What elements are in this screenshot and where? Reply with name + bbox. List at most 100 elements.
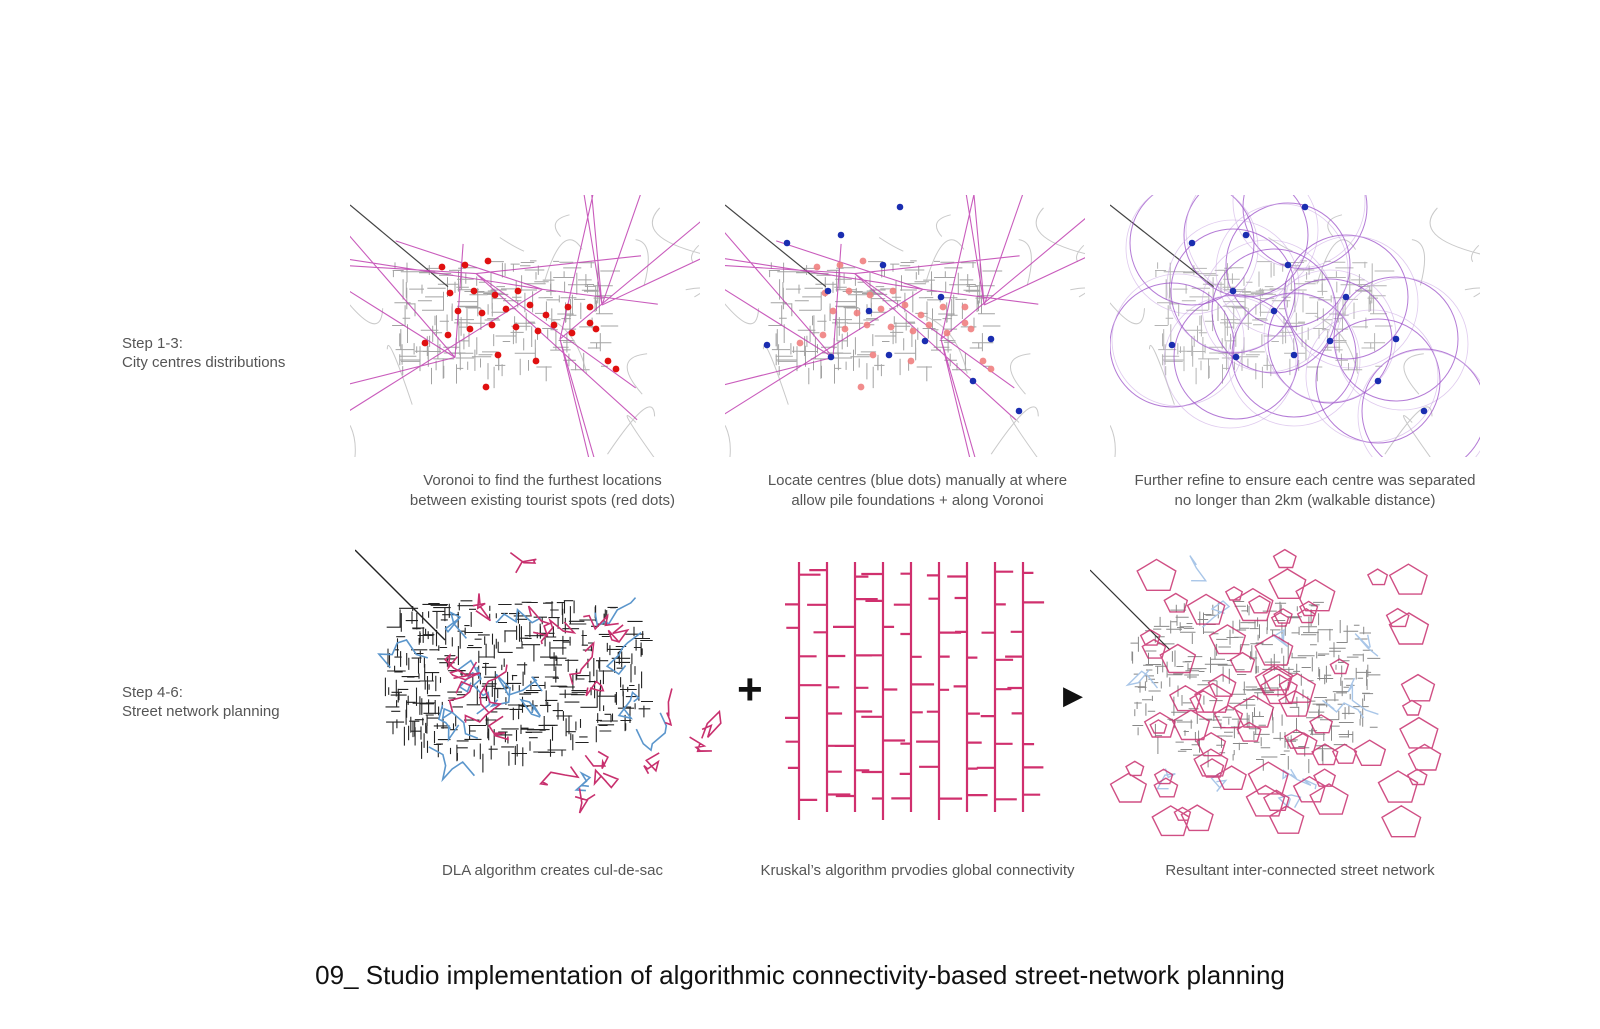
red-tourist-dot — [470, 287, 478, 295]
step-4-6-label: Step 4-6: — [122, 684, 183, 701]
blue-centre-dot — [865, 307, 873, 315]
caption-voronoi: Voronoi to find the furthest locations b… — [370, 471, 715, 511]
red-tourist-dot — [484, 257, 492, 265]
dla-cul-de-sac-blue — [377, 597, 668, 792]
red-tourist-dot — [494, 351, 502, 359]
causeway-line — [1090, 569, 1171, 651]
voronoi-edges — [725, 195, 1085, 457]
faded-tourist-dot — [901, 301, 909, 309]
walkable-radius-circle — [1170, 228, 1296, 354]
red-tourist-dot — [482, 383, 490, 391]
red-tourist-dot — [542, 311, 550, 319]
red-tourist-dot — [534, 327, 542, 335]
red-tourist-dot — [526, 301, 534, 309]
faded-tourist-dot — [943, 329, 951, 337]
blue-centre-dot — [896, 203, 904, 211]
voronoi-edges — [350, 195, 700, 457]
faded-tourist-dot — [907, 357, 915, 365]
red-tourist-dot — [550, 321, 558, 329]
page-title: 09_ Studio implementation of algorithmic… — [315, 960, 1285, 990]
city-street-grid — [384, 600, 653, 773]
faded-tourist-dot — [925, 321, 933, 329]
blue-centre-dot — [1392, 335, 1400, 343]
blue-centre-dot — [921, 337, 929, 345]
dla-cul-de-sac-pink — [443, 551, 722, 814]
blue-centre-dot — [879, 261, 887, 269]
faded-tourist-dot — [887, 323, 895, 331]
blue-centre-dot — [1232, 353, 1240, 361]
blue-centre-dot — [1420, 407, 1428, 415]
city-street-grid — [1130, 601, 1381, 774]
faded-tourist-dot — [967, 325, 975, 333]
faded-tourist-dot — [857, 383, 865, 391]
caption-voronoi-line1: Voronoi to find the furthest locations — [423, 472, 662, 489]
blue-centre-dot — [1229, 287, 1237, 295]
blue-centre-dot — [1374, 377, 1382, 385]
blue-centre-dot — [1290, 351, 1298, 359]
faded-tourist-dot — [859, 257, 867, 265]
plus-operator: + — [737, 665, 763, 714]
voronoi-red-dots-map — [350, 195, 700, 457]
red-tourist-dot — [488, 321, 496, 329]
faded-tourist-dot — [909, 327, 917, 335]
red-tourist-dot — [461, 261, 469, 269]
red-tourist-dot — [532, 357, 540, 365]
blue-centre-dot — [885, 351, 893, 359]
blue-centre-dot — [937, 293, 945, 301]
blue-centre-dot — [969, 377, 977, 385]
caption-blue-centres-line1: Locate centres (blue dots) manually at w… — [767, 472, 1068, 489]
voronoi-blue-centres-map — [725, 195, 1085, 457]
walkable-radius-circle — [1183, 195, 1309, 298]
red-tourist-dot — [421, 339, 429, 347]
blue-centre-dot — [1242, 231, 1250, 239]
step-1-3-label: Step 1-3: — [122, 335, 183, 352]
blue-centre-dot — [827, 353, 835, 361]
kruskal-maze-diagram — [785, 562, 1045, 820]
blue-centre-dot — [1270, 307, 1278, 315]
blue-centre-dot — [1342, 293, 1350, 301]
connected-network-loops — [1109, 548, 1442, 838]
red-tourist-dot — [438, 263, 446, 271]
blue-centre-dot — [987, 335, 995, 343]
city-street-grid — [392, 260, 620, 389]
walkable-radius-circle-faint — [1163, 295, 1297, 429]
walkable-radius-circle-faint — [1227, 293, 1361, 427]
caption-dla: DLA algorithm creates cul-de-sac — [442, 862, 663, 879]
walkable-radius-circle — [1211, 248, 1337, 374]
red-tourist-dot — [454, 307, 462, 315]
red-tourist-dot — [444, 331, 452, 339]
faded-tourist-dot — [819, 331, 827, 339]
walkable-radius-circles-map — [1110, 195, 1480, 457]
red-tourist-dot — [586, 319, 594, 327]
resultant-network-map — [1090, 548, 1442, 838]
caption-walkable-line2: no longer than 2km (walkable distance) — [1174, 492, 1436, 509]
causeway-line — [350, 204, 449, 288]
faded-tourist-dot — [917, 311, 925, 319]
caption-blue-centres: Locate centres (blue dots) manually at w… — [740, 471, 1095, 511]
walkable-radius-circle-faint — [1305, 309, 1439, 443]
faded-tourist-dot — [796, 339, 804, 347]
red-tourist-dot — [604, 357, 612, 365]
step-4-6-desc: Street network planning — [122, 703, 280, 720]
outer-roads — [1110, 207, 1480, 457]
faded-tourist-dot — [813, 263, 821, 271]
caption-voronoi-line2: between existing tourist spots (red dots… — [409, 492, 676, 509]
outer-roads — [350, 207, 700, 457]
blue-centre-dot — [1015, 407, 1023, 415]
faded-tourist-dot — [853, 309, 861, 317]
faded-tourist-dot — [877, 305, 885, 313]
dla-street-map — [355, 549, 722, 814]
red-tourist-dot — [514, 287, 522, 295]
causeway-line — [725, 204, 827, 288]
red-tourist-dot — [502, 305, 510, 313]
walkable-radius-circle-faint — [1166, 219, 1300, 353]
walkable-radius-circle — [1231, 292, 1357, 418]
faded-tourist-dot — [845, 287, 853, 295]
faded-tourist-dot — [961, 303, 969, 311]
red-tourist-dot — [512, 323, 520, 331]
walkable-radius-circle-faint — [1285, 235, 1419, 369]
walkable-radius-circle — [1110, 282, 1235, 408]
faded-tourist-dot — [836, 261, 844, 269]
blue-centre-dot — [824, 287, 832, 295]
outer-roads — [725, 207, 1085, 457]
